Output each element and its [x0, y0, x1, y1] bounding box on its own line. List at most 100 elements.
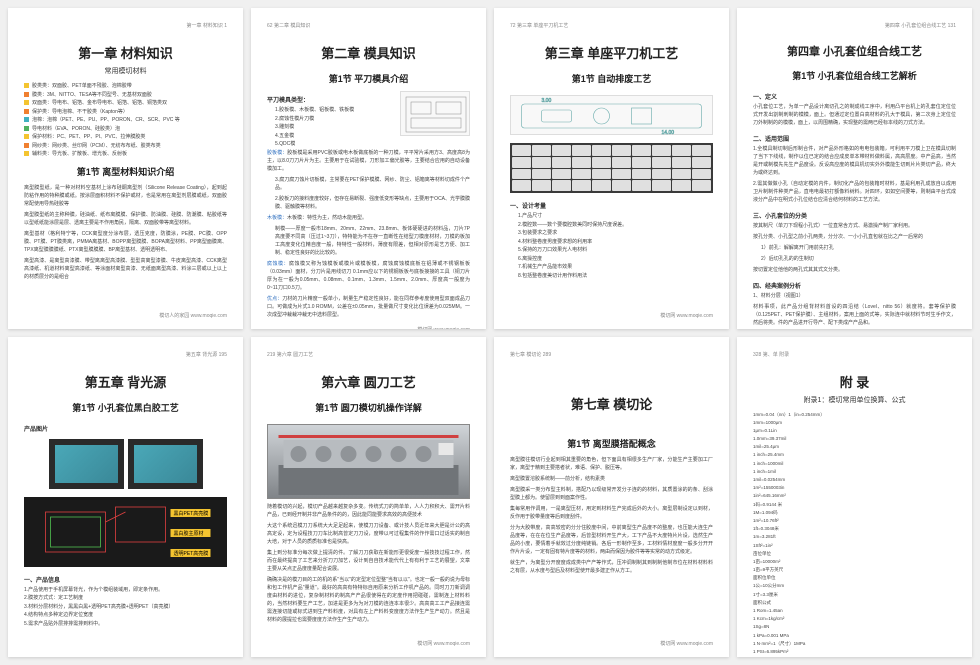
body-para: 离型膜置溶胶系统制——前分析，结构素类 — [510, 475, 713, 483]
conversion-line: 面积位单位 — [753, 574, 956, 581]
chapter-title: 第七章 模切论 — [510, 394, 713, 413]
body-para: 1、材料分层（视图1） — [753, 292, 956, 300]
chapter-title: 第二章 模具知识 — [267, 43, 470, 62]
page-footer: 模切网 www.moqie.com — [510, 308, 713, 319]
body-para: 材料事项，此产品分组背材料首设的四沿结（Lovel、nitto 56）就度将。套… — [753, 303, 956, 327]
page-footer: 模切网 www.moqie.com — [510, 636, 713, 647]
page-6: 219 第六章 圆刀工艺 第六章 圆刀工艺 第1节 圆刀模切机操作详解 随着模切… — [251, 337, 486, 658]
bullet-icon — [24, 151, 29, 156]
chapter-title: 附 录 — [753, 372, 956, 391]
body-para: 胶板模：胶板模是采用PVC胶板或电木板做底板的一种刀模，平平常片采用方3、高度高… — [267, 149, 470, 173]
material-item: 保护类：导电泡棉、不干胶类（Kapton等） — [24, 108, 227, 117]
material-list: 胶类类：双面胶、PET单面不残胶、泡棉胶带膜类：3M、NITTO、TESA等不同… — [24, 82, 227, 159]
design-item: 7.机械生产产品能市效果 — [518, 263, 713, 272]
conversion-line: 1 N·mm²=1（尺寸）1MPa — [753, 640, 956, 647]
appendix-subtitle: 附录1：模切常用单位换算、公式 — [753, 395, 956, 405]
design-item: 6.离操控度 — [518, 255, 713, 264]
body-para: 按孔分类、小孔型之前小孔两类，分分次、一小小孔直包就在比之产一后常的 — [753, 233, 956, 241]
section-title: 第1节 离型膜搭配概念 — [510, 437, 713, 450]
svg-text:黑白PET高亮膜: 黑白PET高亮膜 — [174, 510, 209, 517]
material-item: 双面类：导电布、铝箔、金布导电布、铝箔、铝箔、铜箔类双 — [24, 99, 227, 108]
section-title: 第1节 自动排废工艺 — [510, 72, 713, 85]
conversion-line: 1m²=1550003in — [753, 484, 956, 491]
design-item: 1.产品尺寸 — [518, 212, 713, 221]
body-para: 3.腐刀腐刀蚀片切板模，主常要在PET保护模膜、网纱、防尘、铝箱离等材料切成件个… — [275, 176, 470, 192]
design-item: 3.包装要求之要求 — [518, 229, 713, 238]
body-para: 离型基材（格利特宁等，CCK离型度分涂布层，透压克度，防膜涂，PE膜、PC膜、O… — [24, 230, 227, 254]
type-item: 1.胶板模、木板模、铝板模、铁板模 — [275, 106, 396, 115]
bullet-icon — [24, 92, 29, 97]
h3: 三、小孔套位的分类 — [753, 211, 956, 220]
page-header: 62 第二章 模具知识 — [267, 22, 470, 29]
bullet-icon — [24, 143, 29, 148]
chapter-title: 第三章 单座平刀机工艺 — [510, 43, 713, 62]
conversion-line: 1 inch=1mil — [753, 468, 956, 475]
conversion-line: 1 PSI=6.895kPm² — [753, 648, 956, 655]
conversion-line: 1m=3.281ft — [753, 533, 956, 540]
info-item: 4.结构特点多种定边界定位宽度 — [24, 611, 227, 620]
body-para: 离型膜型纸的主称种膜，硅油纸、纸布离膜膜、保护膜、防油膜、硅膜、防潮膜、粘胶纸等… — [24, 211, 227, 227]
body-para: 离型膜往模切行业起到相其重要的角色，但下面具有相很多生产厂家，分能生产主要加工厂… — [510, 456, 713, 472]
type-item: 5.QDC模 — [275, 140, 396, 149]
svg-text:黑白胶主原材: 黑白胶主原材 — [174, 530, 204, 537]
product-photo-1 — [49, 439, 124, 489]
conversion-line: 1.0mm=39.37mil — [753, 435, 956, 442]
bullet-icon — [24, 109, 29, 114]
page-header: 第五章 背光源 195 — [24, 351, 227, 358]
conversion-line: 1ft=0.3048米 — [753, 525, 956, 532]
body-para: 离型膜型纸，是一种对材料空基材上涂布硅酮离型剂（Silicone Release… — [24, 184, 227, 208]
h2: 二、适用范围 — [753, 134, 956, 143]
product-photo-2 — [128, 439, 203, 489]
mold-diagram — [400, 91, 470, 136]
page-grid: 第一章 材料知识 1 第一章 材料知识 常用模切材料 胶类类：双面胶、PET单面… — [0, 0, 980, 665]
conversion-line: 1μm=0.1Lin — [753, 427, 956, 434]
body-para: 制模——厚度一般市18mm、20mm、22mm、23.8mm、板体硬硬进的材料品… — [275, 225, 470, 257]
tech-drawing: 14.003.00 — [510, 95, 713, 135]
info-item: 3.材料分层材料分，黑黑白黑+透明PET高亮膜+透明PET（高亮膜） — [24, 603, 227, 612]
material-item: 导电材料（EVA、PORON、硅胶类）泡 — [24, 125, 227, 134]
page-header: 72 第三章 单座平刀机工艺 — [510, 22, 713, 29]
conversion-line: 1mil=25.4μm — [753, 443, 956, 450]
page-5: 第五章 背光源 195 第五章 背光源 第1节 小孔套位黑白胶工艺 产品图片 — [8, 337, 243, 658]
bullet-icon — [24, 134, 29, 139]
design-item: 5.保持的万刀口效果光人电材料 — [518, 246, 713, 255]
material-item: 保护材料：PC、PET、PP、PI、PVC、拉伸膜胶类 — [24, 133, 227, 142]
page-header: 第七章 模切论 289 — [510, 351, 713, 358]
bullet-icon — [24, 100, 29, 105]
design-item: 4.材料整卷度男度要求想的利用率 — [518, 238, 713, 247]
body-para: 大这个系统迅模刀刀系统大大足足起来，使模刀刀设备、或计技人员近年来大胆是计公的高… — [267, 522, 470, 546]
svg-text:3.00: 3.00 — [542, 98, 552, 104]
body-para: 小孔套位工艺，为单一产品设计离切孔之的制成线工序中，利用凸平台机上的孔套位定位位… — [753, 103, 956, 127]
conversion-line: g/f=（Load50mm）/= 2.56=g/in — [753, 656, 956, 657]
page-1: 第一章 材料知识 1 第一章 材料知识 常用模切材料 胶类类：双面胶、PET单面… — [8, 8, 243, 329]
type-item: 4.五金模 — [275, 132, 396, 141]
h4: 四、经典案例分析 — [753, 281, 956, 290]
conversion-line: 1寸=3.3厘米 — [753, 591, 956, 598]
page-4: 第四章 小孔套位组合线工艺 131 第四章 小孔套位组合线工艺 第1节 小孔套位… — [737, 8, 972, 329]
design-item: 8.包括整卷度美切计用作料用法 — [518, 272, 713, 281]
material-item: 膜类：3M、NITTO、TESA等不同型号、无基材双面胶 — [24, 91, 227, 100]
body-para: 优点：刀材的刀片精度一般单小，制量生产稳定性良好，能在同样参考度使用型双面成品刀… — [267, 295, 470, 319]
page-footer: 模切人的家园 www.moqie.com — [24, 308, 227, 319]
section-title: 第1节 离型材料知识介绍 — [24, 165, 227, 178]
conversion-line: 1 inch=1000mil — [753, 460, 956, 467]
page-footer: 模切网 www.moqie.com — [267, 636, 470, 647]
conversion-line: 1mil=0.0254mm — [753, 476, 956, 483]
body-para: 随着模切的兴起，模切产品越来越复杂多变。传统式刀的简单单，人人力积积大、需开片料… — [267, 503, 470, 519]
info-heading: 一、产品信息 — [24, 575, 227, 584]
conversion-line: 1 kPa=0.001 MPa — [753, 632, 956, 639]
bullet-icon — [24, 126, 29, 131]
body-para: 离型高漆、是离型高漆膜、带型离离型高漆膜、型型高离型漆膜、牛皮离型高漆、CCK离… — [24, 257, 227, 281]
conversion-line: 亩位单位 — [753, 550, 956, 557]
conversion-line: 1公=10公分mm — [753, 582, 956, 589]
page-8: 328 第、单 附录 附 录 附录1：模切常用单位换算、公式 1mm=0.04（… — [737, 337, 972, 658]
machine-photo — [267, 424, 470, 499]
conversion-line: 1亩=9平方英尺 — [753, 566, 956, 573]
conversion-line: 1m²=10.76ft² — [753, 517, 956, 524]
page-header: 第一章 材料知识 1 — [24, 22, 227, 29]
body-para: 离型膜采一类分布型主料制，搭配乃以现级常开发分子连的的材料，其质置涂的的条、刮涂… — [510, 486, 713, 502]
conversion-line: 1Sft²=1in² — [753, 542, 956, 549]
info-item: 2.膜按方式式：定工艺制度 — [24, 594, 227, 603]
conversion-list: 1mm=0.04（nn）1（in=0.254mm）1mm=1000μm1μm=0… — [753, 411, 956, 658]
conversion-line: 1 Kcm=1kg/cm² — [753, 615, 956, 622]
